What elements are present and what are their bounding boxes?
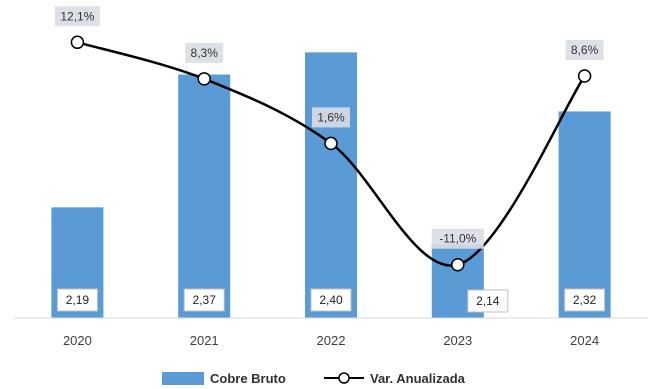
bar-value-label-2021: 2,37 (193, 293, 217, 307)
line-label-box-2021 (185, 42, 224, 63)
line-label-box-2023 (431, 228, 484, 249)
line-value-label-2024: 8,6% (571, 43, 599, 57)
x-tick-label-2024: 2024 (570, 333, 599, 348)
line-point-2023 (451, 257, 465, 272)
line-label-box-2020 (54, 6, 100, 27)
bar-labels-layer: 2,19 2,37 2,40 2,14 2,32 (56, 288, 606, 313)
category-axis: 2020 2021 2022 2023 2024 (63, 333, 599, 348)
legend-swatch-cobre-bruto (162, 372, 204, 385)
bar-label-box-2021 (183, 288, 225, 312)
bar-label-box-2022 (310, 288, 352, 312)
bar-2022 (305, 52, 357, 318)
line-point-2024 (577, 69, 592, 83)
line-labels-layer: 12,1% 8,3% 1,6% -11,0% 8,6% (54, 6, 604, 249)
x-tick-label-2022: 2022 (317, 333, 346, 348)
line-value-label-2021: 8,3% (191, 46, 219, 60)
line-label-box-2024 (565, 40, 604, 60)
line-var-anualizada (77, 41, 586, 267)
bar-value-label-2024: 2,32 (573, 293, 597, 307)
bar-value-label-2023: 2,14 (476, 294, 500, 308)
bar-label-box-2023 (467, 289, 509, 313)
line-point-2021 (197, 72, 211, 86)
bar-label-box-2020 (56, 288, 98, 312)
x-tick-label-2021: 2021 (190, 333, 219, 348)
legend: Cobre Bruto Var. Anualizada (162, 371, 466, 386)
bar-value-label-2022: 2,40 (319, 293, 343, 307)
line-layer (70, 35, 592, 272)
bar-2021 (178, 74, 231, 318)
bar-label-box-2024 (564, 288, 606, 312)
line-value-label-2020: 12,1% (60, 9, 94, 23)
x-tick-label-2023: 2023 (443, 333, 472, 348)
bar-2024 (558, 111, 611, 319)
legend-label-cobre-bruto: Cobre Bruto (210, 371, 286, 386)
x-tick-label-2020: 2020 (63, 333, 92, 348)
line-point-2022 (324, 136, 338, 151)
legend-label-var-anualizada: Var. Anualizada (370, 371, 466, 386)
line-label-box-2022 (312, 107, 350, 128)
line-value-label-2022: 1,6% (317, 110, 345, 124)
line-value-label-2023: -11,0% (439, 232, 476, 246)
line-point-2020 (70, 35, 85, 50)
legend-marker-var-anualizada (338, 372, 350, 384)
bars-layer (51, 52, 611, 319)
bar-value-label-2020: 2,19 (66, 293, 90, 307)
